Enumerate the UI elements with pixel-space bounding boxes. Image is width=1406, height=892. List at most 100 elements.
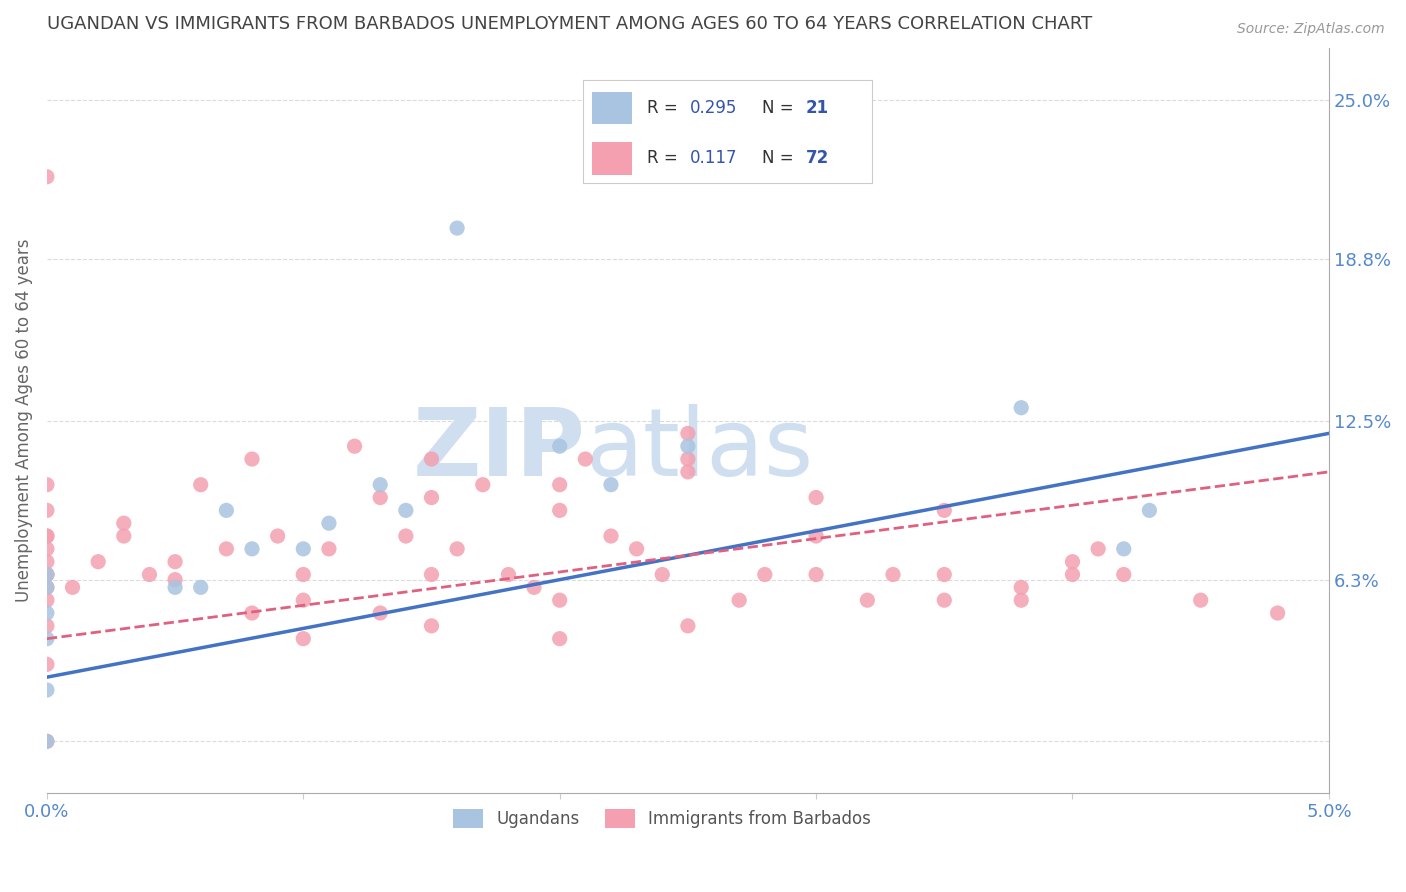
Text: R =: R = <box>647 149 688 167</box>
Point <box>240 452 263 467</box>
Point <box>548 503 571 517</box>
Point <box>1010 401 1032 415</box>
Point <box>240 606 263 620</box>
Point <box>934 503 956 517</box>
FancyBboxPatch shape <box>592 92 633 124</box>
Text: Source: ZipAtlas.com: Source: ZipAtlas.com <box>1237 22 1385 37</box>
Point <box>190 477 212 491</box>
Point <box>35 734 58 748</box>
Point <box>292 567 315 582</box>
Point <box>368 491 391 505</box>
Text: 0.295: 0.295 <box>690 99 738 117</box>
Point <box>676 465 699 479</box>
Point <box>548 632 571 646</box>
Point <box>676 452 699 467</box>
Point <box>548 439 571 453</box>
Point <box>1189 593 1212 607</box>
Point <box>1062 555 1084 569</box>
Point <box>471 477 494 491</box>
Point <box>35 169 58 184</box>
Point <box>934 567 956 582</box>
Point <box>240 541 263 556</box>
Point <box>1010 593 1032 607</box>
Point <box>35 541 58 556</box>
Legend: Ugandans, Immigrants from Barbados: Ugandans, Immigrants from Barbados <box>446 801 880 837</box>
Text: N =: N = <box>762 149 799 167</box>
Point <box>804 529 827 543</box>
Point <box>395 503 418 517</box>
Point <box>651 567 673 582</box>
Point <box>266 529 288 543</box>
Text: 21: 21 <box>806 99 828 117</box>
Point <box>856 593 879 607</box>
Text: UGANDAN VS IMMIGRANTS FROM BARBADOS UNEMPLOYMENT AMONG AGES 60 TO 64 YEARS CORRE: UGANDAN VS IMMIGRANTS FROM BARBADOS UNEM… <box>46 15 1092 33</box>
Point <box>420 567 443 582</box>
Point <box>1062 567 1084 582</box>
Text: R =: R = <box>647 99 683 117</box>
Point <box>35 606 58 620</box>
Point <box>292 632 315 646</box>
Point <box>35 580 58 594</box>
Point <box>548 593 571 607</box>
Point <box>165 580 187 594</box>
Point <box>420 491 443 505</box>
Point <box>1139 503 1161 517</box>
Text: 72: 72 <box>806 149 828 167</box>
Point <box>35 657 58 672</box>
Point <box>728 593 751 607</box>
Point <box>215 541 238 556</box>
Point <box>343 439 366 453</box>
Point <box>35 555 58 569</box>
Point <box>446 541 468 556</box>
Point <box>523 580 546 594</box>
Point <box>215 503 238 517</box>
Text: N =: N = <box>762 99 799 117</box>
Point <box>395 529 418 543</box>
Point <box>62 580 84 594</box>
Point <box>626 541 648 556</box>
Point <box>35 529 58 543</box>
Point <box>420 452 443 467</box>
Point <box>35 477 58 491</box>
Point <box>1010 580 1032 594</box>
Point <box>35 734 58 748</box>
Point <box>112 516 135 531</box>
Point <box>882 567 904 582</box>
Point <box>35 503 58 517</box>
Point <box>420 619 443 633</box>
Point <box>498 567 520 582</box>
Point <box>1267 606 1289 620</box>
Point <box>292 593 315 607</box>
Point <box>165 573 187 587</box>
Point <box>35 567 58 582</box>
Point <box>368 606 391 620</box>
Point <box>574 452 596 467</box>
Point <box>548 477 571 491</box>
Text: ZIP: ZIP <box>412 404 585 496</box>
Point <box>1112 541 1135 556</box>
Point <box>754 567 776 582</box>
Point <box>676 426 699 441</box>
Point <box>165 555 187 569</box>
Point <box>35 593 58 607</box>
Point <box>35 632 58 646</box>
Point <box>190 580 212 594</box>
Point <box>35 567 58 582</box>
Point <box>446 221 468 235</box>
Text: atlas: atlas <box>585 404 814 496</box>
Point <box>35 529 58 543</box>
Point <box>35 683 58 698</box>
Point <box>804 567 827 582</box>
Point <box>35 580 58 594</box>
Point <box>600 529 623 543</box>
FancyBboxPatch shape <box>592 142 633 175</box>
Point <box>1087 541 1109 556</box>
Point <box>318 541 340 556</box>
Point <box>934 593 956 607</box>
Point <box>804 491 827 505</box>
Point <box>35 619 58 633</box>
Point <box>368 477 391 491</box>
Point <box>35 567 58 582</box>
Point <box>600 477 623 491</box>
Point <box>676 439 699 453</box>
